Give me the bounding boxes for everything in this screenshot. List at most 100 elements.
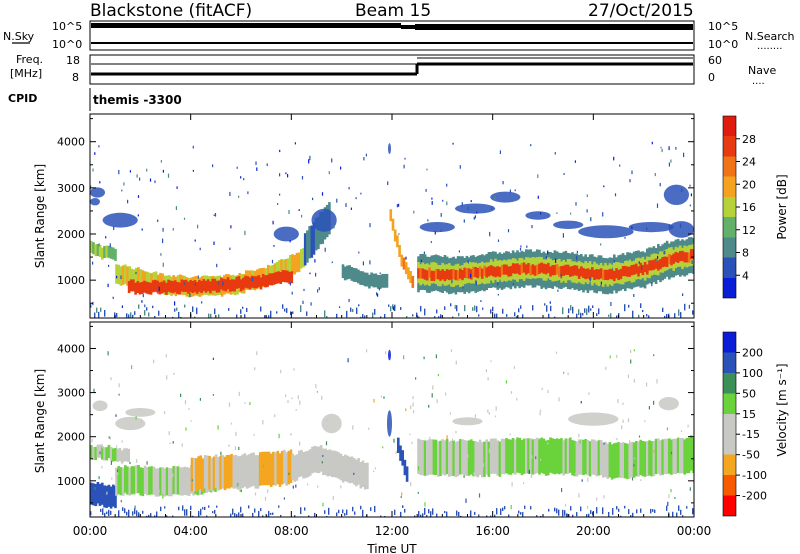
velocity-speckle [510, 391, 513, 394]
velocity-speckle [410, 482, 412, 487]
velocity-speckle [192, 491, 194, 494]
velocity-floor-cell [458, 511, 460, 517]
power-floor-cell [148, 312, 150, 317]
velocity-floor-cell [460, 515, 462, 517]
power-band-cell [409, 271, 412, 283]
power-floor-cell [646, 314, 648, 317]
power-floor-cell [628, 304, 630, 308]
power-band-cell [527, 263, 530, 274]
power-floor-cell [290, 311, 292, 315]
power-speckle [238, 195, 240, 198]
velocity-floor-cell [124, 508, 126, 514]
velocity-band-cell [135, 465, 138, 494]
power-band-cell [167, 279, 170, 292]
velocity-band-cell [125, 448, 128, 462]
power-band-cell [297, 252, 301, 272]
velocity-speckle [445, 392, 447, 396]
power-band-cell [511, 263, 515, 274]
power-speckle [691, 260, 693, 264]
power-speckle [348, 298, 350, 302]
velocity-speckle [385, 351, 387, 355]
nsearch-trace [91, 42, 693, 44]
velocity-band-cell [668, 438, 671, 474]
nave-dots: .... [752, 76, 765, 87]
velocity-band-cell [467, 440, 471, 476]
power-band-cell [676, 252, 680, 263]
velocity-floor-cell [232, 508, 234, 515]
velocity-floor-cell [636, 509, 638, 514]
nsky-trace-mid [401, 25, 415, 29]
velocity-band-cell [128, 467, 131, 496]
power-floor-cell [456, 305, 458, 312]
velocity-speckle [395, 450, 397, 455]
power-speckle [229, 191, 231, 196]
velocity-band-cell [544, 440, 548, 476]
power-speckle [392, 306, 395, 311]
time-tick-label: 04:00 [173, 524, 208, 538]
power-band-cell [303, 233, 307, 266]
velocity-speckle [494, 415, 497, 418]
velocity-band-cell [516, 437, 519, 473]
freq-unit: [MHz] [10, 67, 42, 80]
velocity-speckle [680, 430, 683, 432]
power-speckle [470, 200, 472, 203]
velocity-band-cell [293, 455, 297, 482]
velocity-band-cell [92, 446, 95, 461]
velocity-band-cell [348, 456, 352, 484]
velocity-speckle [596, 497, 598, 501]
power-speckle [425, 189, 427, 192]
velocity-floor-cell [576, 512, 578, 517]
power-band-cell [459, 268, 462, 279]
power-speckle [365, 153, 367, 157]
velocity-floor-cell [346, 509, 348, 516]
velocity-speckle [117, 472, 119, 475]
power-band-cell [226, 277, 230, 290]
power-band-cell [350, 267, 354, 281]
power-speckle [189, 293, 191, 298]
velocity-floor-cell [540, 515, 542, 517]
power-band-cell [659, 259, 662, 270]
velocity-band-cell [432, 439, 436, 475]
freq-frame [89, 54, 695, 85]
power-speckle [663, 251, 665, 255]
velocity-speckle [437, 374, 439, 377]
power-echo-patch [419, 222, 455, 233]
nave-tick-bottom: 0 [708, 71, 715, 84]
power-speckle [458, 250, 460, 253]
velocity-speckle [547, 442, 549, 445]
power-band-cell [383, 274, 387, 288]
power-speckle [474, 215, 476, 219]
velocity-echo-patch [452, 417, 483, 426]
velocity-band-cell [540, 437, 543, 473]
velocity-floor-cell [360, 505, 362, 510]
power-band-cell [456, 270, 460, 281]
power-band-cell [295, 252, 299, 273]
velocity-floor-cell [554, 507, 556, 512]
power-speckle [576, 250, 578, 254]
power-band-cell [481, 268, 484, 279]
velocity-floor-cell [184, 509, 186, 516]
velocity-band-cell [439, 440, 442, 476]
power-speckle [670, 159, 672, 163]
power-speckle [549, 301, 551, 304]
power-speckle [526, 245, 528, 248]
power-band-cell [237, 276, 241, 289]
power-band-cell [654, 258, 658, 269]
power-floor-cell [132, 314, 134, 318]
velocity-band-cell [217, 457, 220, 491]
power-speckle [317, 289, 319, 293]
velocity-speckle [248, 467, 250, 472]
power-band-cell [267, 264, 270, 285]
power-speckle [287, 174, 289, 178]
velocity-band-cell [558, 439, 561, 475]
power-speckle [271, 259, 274, 264]
power-floor-cell [130, 312, 132, 318]
power-floor-cell [452, 316, 454, 318]
power-colorbar-label: Power [dB] [775, 174, 789, 239]
velocity-speckle [172, 441, 174, 444]
power-floor-cell [592, 305, 594, 308]
velocity-floor-cell [178, 506, 180, 511]
power-speckle [158, 286, 160, 292]
power-band-cell [224, 279, 228, 292]
power-floor-cell [608, 314, 610, 317]
